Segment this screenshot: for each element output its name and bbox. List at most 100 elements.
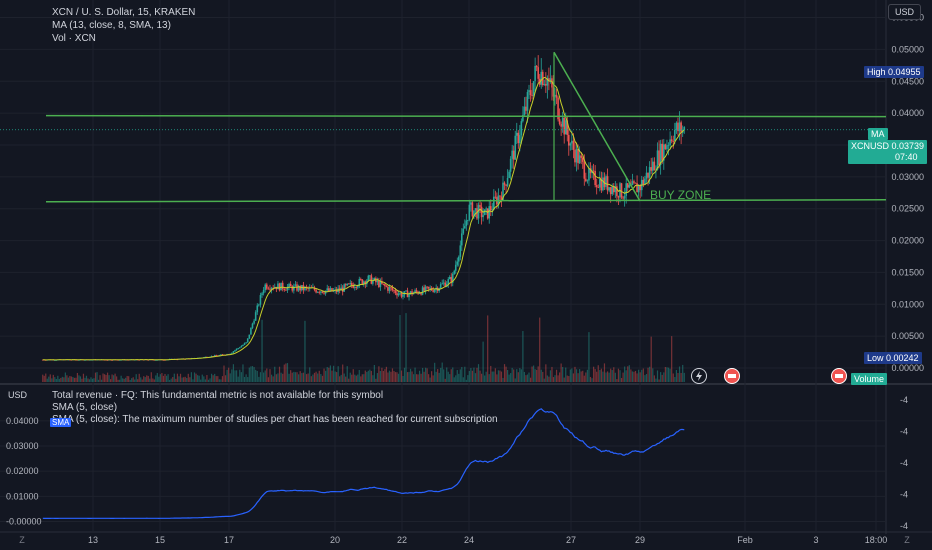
volume-bar [414,367,416,382]
currency-selector[interactable]: USD [888,4,922,20]
volume-bar [534,369,536,382]
dividend-icon[interactable] [831,368,847,384]
total-revenue-label[interactable]: Total revenue · FQ: This fundamental met… [52,390,384,401]
sma-warning-label[interactable]: SMA (5, close): The maximum number of st… [52,414,498,425]
candle-body [543,84,546,86]
volume-bar [597,365,599,382]
volume-bar [108,375,110,382]
candle-body [555,94,558,98]
candle-body [561,117,564,127]
volume-bar [477,364,480,382]
volume-bar [559,372,561,382]
volume-bar [440,367,442,382]
price-tick-label: 0.02500 [891,204,924,214]
candle-body [558,119,561,124]
candle-body [442,282,445,284]
sma-badge: SMA [50,418,72,427]
candle-body [242,344,244,347]
volume-bar [599,370,601,382]
candle-body [411,291,413,295]
volume-bar [462,377,464,382]
candle-body [526,92,529,111]
volume-bar [382,370,385,382]
candle-body [529,90,532,96]
candle-body [250,327,252,335]
volume-bar [499,370,501,382]
volume-bar [313,372,316,382]
candle-body [600,179,603,191]
volume-bar [140,377,142,382]
volume-bar [540,369,542,382]
countdown-value: 07:40 [895,152,918,162]
candle-body [261,293,263,296]
volume-bar [471,370,473,382]
candle-body [248,334,251,339]
volume-bar [533,365,535,382]
volume-bar [183,377,185,382]
candle-body [106,359,109,361]
candle-body [403,291,406,295]
volume-indicator-label[interactable]: Vol · XCN [52,33,96,44]
volume-bar [321,375,324,382]
candle-body [433,289,436,292]
volume-bar [172,377,174,382]
volume-bar [153,379,155,382]
candle-body [473,210,475,217]
candle-body [489,206,492,211]
volume-bar [647,367,649,382]
volume-bar [270,374,273,382]
volume-bar [134,379,136,382]
candle-body [320,291,322,293]
volume-bar [349,372,351,382]
volume-bar [280,372,282,382]
candle-body [620,183,623,198]
candle-body [210,356,213,357]
candle-body [462,228,465,234]
candle-body [451,273,454,283]
volume-bar [215,376,217,382]
candle-body [460,233,463,246]
candle-body [315,289,317,293]
volume-bar [181,377,183,382]
volume-bar [116,376,118,382]
candle-body [659,143,662,166]
earnings-icon[interactable] [724,368,740,384]
candle-body [511,150,513,159]
volume-bar [434,362,436,382]
candle-body [585,178,587,182]
candle-body [557,97,559,120]
candle-body [470,202,472,205]
candle-body [445,283,448,287]
candle-body [471,202,474,217]
volume-bar [173,373,175,382]
volume-bar [119,379,121,382]
volume-bar [408,371,410,382]
volume-bar [523,371,526,382]
lightning-icon[interactable] [691,368,707,384]
volume-bar [649,366,651,382]
volume-bar [88,379,91,382]
candle-body [439,284,442,289]
volume-bar [203,376,205,382]
symbol-title[interactable]: XCN / U. S. Dollar, 15, KRAKEN [52,7,196,18]
sma-indicator-label[interactable]: SMA (5, close) [52,402,118,413]
candle-body [486,208,489,219]
candle-body [666,145,668,150]
volume-bar [642,368,644,382]
candle-body [147,359,150,361]
volume-bar [358,369,360,382]
volume-bar [352,369,354,382]
candle-body [563,117,565,135]
volume-bar [549,370,552,382]
volume-bar [644,375,646,382]
volume-bar [123,378,125,382]
price-tick-label: 0.04500 [891,76,924,86]
ma-indicator-label[interactable]: MA (13, close, 8, SMA, 13) [52,20,171,31]
candle-body [474,208,477,211]
volume-bar [318,370,320,382]
volume-bar [375,378,377,382]
candle-body [594,170,596,186]
candle-body [616,186,618,197]
volume-bar [645,374,648,382]
